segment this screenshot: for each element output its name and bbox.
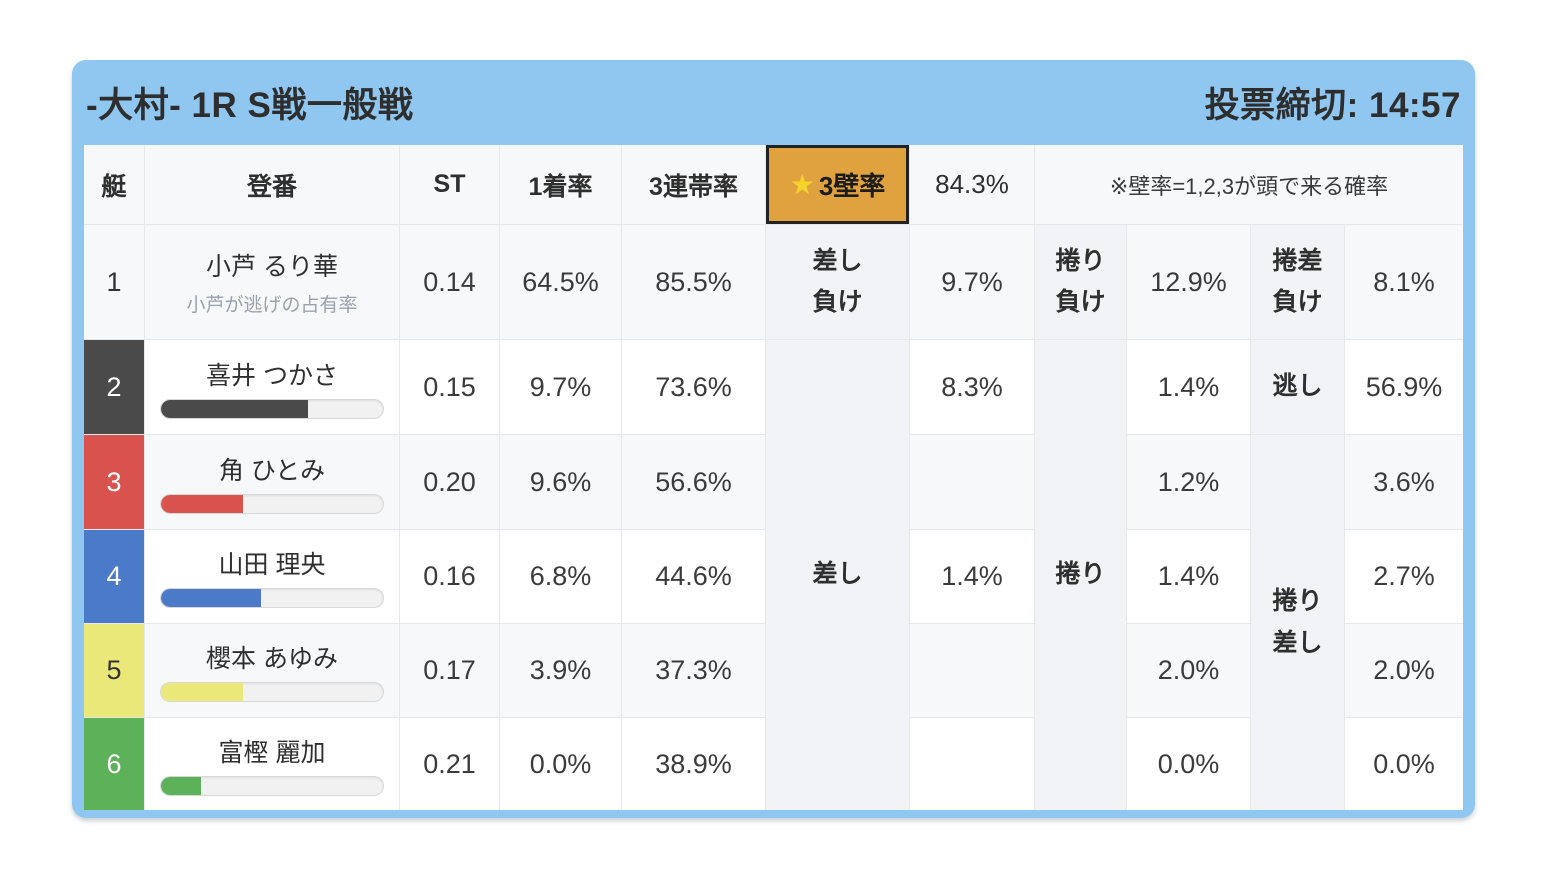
kabe-rate-label: 3壁率 bbox=[818, 171, 886, 201]
racer-subtitle: 小芦が逃げの占有率 bbox=[186, 295, 358, 316]
decision-label-sashi: 差し bbox=[766, 340, 909, 810]
win-rate-value: 64.5% bbox=[500, 225, 621, 339]
win-rate-value: 9.7% bbox=[500, 340, 621, 434]
racer-cell: 小芦 るり華 小芦が逃げの占有率 bbox=[145, 225, 399, 339]
st-value: 0.16 bbox=[400, 530, 499, 623]
progress-bar bbox=[160, 398, 384, 419]
racer-name: 富樫 麗加 bbox=[218, 738, 326, 767]
racer-cell: 角 ひとみ bbox=[145, 435, 399, 529]
st-value: 0.21 bbox=[400, 718, 499, 810]
st-value: 0.14 bbox=[400, 225, 499, 339]
racer-cell: 喜井 つかさ bbox=[145, 340, 399, 434]
progress-bar bbox=[160, 682, 384, 702]
decision-label-makurizashi: 捲り 差し bbox=[1251, 435, 1344, 810]
top3-rate-value: 73.6% bbox=[622, 340, 765, 434]
decision-label-sashi-make: 差し 負け bbox=[766, 225, 909, 339]
decision-label-nigashi: 逃し bbox=[1251, 340, 1344, 434]
win-rate-value: 0.0% bbox=[500, 718, 621, 810]
st-value: 0.15 bbox=[400, 340, 499, 434]
decision-value-1: 9.7% bbox=[910, 225, 1034, 339]
progress-bar bbox=[160, 775, 384, 796]
racer-cell: 山田 理央 bbox=[145, 530, 399, 623]
st-value: 0.17 bbox=[400, 624, 499, 717]
racer-name: 角 ひとみ bbox=[218, 456, 326, 485]
kabe-rate-note: ※壁率=1,2,3が頭で来る確率 bbox=[1035, 145, 1463, 224]
racer-name: 喜井 つかさ bbox=[206, 361, 338, 390]
decision-value-2: 0.0% bbox=[1127, 718, 1250, 810]
kabe-rate-value: 84.3% bbox=[910, 145, 1034, 224]
decision-value-1 bbox=[910, 624, 1034, 717]
decision-value-3: 3.6% bbox=[1345, 435, 1463, 529]
race-header: -大村- 1R S戦一般戦 投票締切: 14:57 bbox=[72, 60, 1475, 145]
decision-value-3: 2.0% bbox=[1345, 624, 1463, 717]
kabe-rate-header[interactable]: ★ 3壁率 bbox=[766, 145, 909, 224]
decision-value-3: 56.9% bbox=[1345, 340, 1463, 434]
racer-cell: 富樫 麗加 bbox=[145, 718, 399, 810]
decision-value-1: 1.4% bbox=[910, 530, 1034, 623]
top3-rate-value: 56.6% bbox=[622, 435, 765, 529]
decision-value-3: 2.7% bbox=[1345, 530, 1463, 623]
decision-value-2: 2.0% bbox=[1127, 624, 1250, 717]
win-rate-value: 9.6% bbox=[500, 435, 621, 529]
decision-value-2: 12.9% bbox=[1127, 225, 1250, 339]
decision-value-1 bbox=[910, 435, 1034, 529]
column-header-top3-rate: 3連帯率 bbox=[622, 145, 765, 224]
race-card: -大村- 1R S戦一般戦 投票締切: 14:57 艇 登番 ST 1着率 3連… bbox=[72, 60, 1475, 818]
boat-number-cell: 5 bbox=[84, 624, 144, 717]
decision-label-makuri-make: 捲り 負け bbox=[1035, 225, 1126, 339]
racer-name: 小芦 るり華 bbox=[206, 253, 338, 281]
column-header-registration: 登番 bbox=[145, 145, 399, 224]
decision-label-makuri: 捲り bbox=[1035, 340, 1126, 810]
column-header-win-rate: 1着率 bbox=[500, 145, 621, 224]
progress-fill bbox=[161, 776, 201, 795]
boat-number-cell: 4 bbox=[84, 530, 144, 623]
column-header-boat: 艇 bbox=[84, 145, 144, 224]
decision-value-3: 0.0% bbox=[1345, 718, 1463, 810]
vote-deadline: 投票締切: 14:57 bbox=[1204, 86, 1461, 125]
win-rate-value: 3.9% bbox=[500, 624, 621, 717]
decision-value-1 bbox=[910, 718, 1034, 810]
top3-rate-value: 85.5% bbox=[622, 225, 765, 339]
progress-bar bbox=[160, 493, 384, 514]
boat-number-cell: 1 bbox=[84, 225, 144, 339]
racer-cell: 櫻本 あゆみ bbox=[145, 624, 399, 717]
decision-label-makurisashi-make: 捲差 負け bbox=[1251, 225, 1344, 339]
boat-number-cell: 2 bbox=[84, 340, 144, 434]
top3-rate-value: 44.6% bbox=[622, 530, 765, 623]
decision-value-1: 8.3% bbox=[910, 340, 1034, 434]
decision-value-2: 1.4% bbox=[1127, 530, 1250, 623]
decision-value-2: 1.4% bbox=[1127, 340, 1250, 434]
st-value: 0.20 bbox=[400, 435, 499, 529]
progress-fill bbox=[161, 399, 308, 418]
progress-fill bbox=[161, 683, 244, 701]
race-title: -大村- 1R S戦一般戦 bbox=[86, 86, 414, 125]
win-rate-value: 6.8% bbox=[500, 530, 621, 623]
star-icon: ★ bbox=[789, 169, 815, 200]
progress-fill bbox=[161, 494, 244, 513]
boat-number-cell: 3 bbox=[84, 435, 144, 529]
boat-number-cell: 6 bbox=[84, 718, 144, 810]
decision-value-3: 8.1% bbox=[1345, 225, 1463, 339]
column-header-st: ST bbox=[400, 145, 499, 224]
top3-rate-value: 37.3% bbox=[622, 624, 765, 717]
top3-rate-value: 38.9% bbox=[622, 718, 765, 810]
race-table: 艇 登番 ST 1着率 3連帯率 ★ 3壁率 84.3% ※壁率=1,2,3が頭… bbox=[84, 145, 1463, 810]
racer-name: 山田 理央 bbox=[218, 551, 326, 579]
decision-value-2: 1.2% bbox=[1127, 435, 1250, 529]
progress-bar bbox=[160, 588, 384, 608]
progress-fill bbox=[161, 589, 261, 607]
racer-name: 櫻本 あゆみ bbox=[206, 645, 338, 673]
